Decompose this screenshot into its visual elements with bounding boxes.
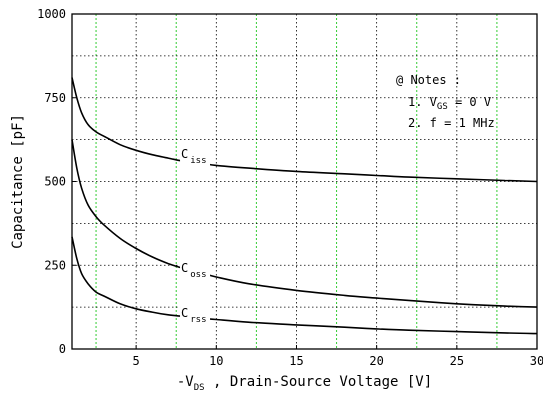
x-tick-label: 25	[450, 354, 464, 368]
note-1: 1. VGS = 0 V	[408, 95, 491, 112]
x-axis-label-suffix: , Drain-Source Voltage [V]	[205, 374, 433, 390]
x-axis-label: -VDS , Drain-Source Voltage [V]	[177, 374, 432, 393]
note-1-suffix: = 0 V	[448, 95, 491, 109]
x-tick-label: 30	[530, 354, 543, 368]
x-tick-label: 10	[209, 354, 223, 368]
note-2: 2. f = 1 MHz	[408, 116, 495, 130]
y-axis-label: Capacitance [pF]	[10, 114, 26, 249]
y-tick-label: 1000	[37, 7, 66, 21]
series-label-bg	[180, 260, 211, 281]
note-1-prefix: 1. V	[408, 95, 437, 109]
x-tick-label: 15	[289, 354, 303, 368]
series-label-bg	[180, 306, 211, 327]
series-label-bg	[180, 147, 211, 168]
notes-box: @ Notes : 1. VGS = 0 V 2. f = 1 MHz	[396, 73, 495, 130]
grid	[72, 14, 537, 349]
x-tick-label: 5	[133, 354, 140, 368]
x-axis-label-sub: DS	[194, 383, 205, 393]
y-tick-label: 0	[59, 342, 66, 356]
notes-title: @ Notes :	[396, 73, 461, 87]
note-1-sub: GS	[437, 102, 448, 112]
x-axis-label-prefix: -V	[177, 374, 194, 390]
y-tick-label: 750	[44, 91, 66, 105]
x-tick-label: 20	[369, 354, 383, 368]
tick-labels: 5 10 15 20 25 30 0 250 500 750 1000	[37, 7, 543, 368]
y-tick-label: 250	[44, 258, 66, 272]
y-tick-label: 500	[44, 175, 66, 189]
